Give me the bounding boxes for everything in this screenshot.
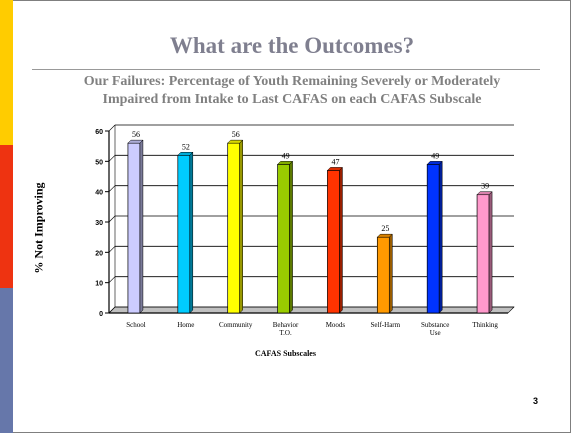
gridline-depth: [108, 306, 116, 314]
bar: [476, 194, 490, 314]
y-tick-label: 50: [95, 159, 103, 166]
y-tick-label: 60: [95, 129, 103, 136]
data-label: 56: [132, 130, 140, 139]
data-label: 52: [182, 142, 190, 151]
y-tick-label: 10: [95, 281, 103, 288]
x-tick-label: Moods: [326, 321, 346, 329]
slide-subtitle: Our Failures: Percentage of Youth Remain…: [22, 73, 562, 109]
x-axis-label: CAFAS Subscales: [255, 349, 316, 358]
subtitle-line-2: Impaired from Intake to Last CAFAS on ea…: [102, 92, 482, 107]
bar-side: [389, 233, 393, 314]
bar: [327, 170, 340, 314]
bar-side: [189, 151, 194, 314]
x-tick-label: Substance: [421, 321, 449, 329]
y-tick-label: 20: [95, 250, 103, 257]
accent-band-blue: [0, 288, 13, 433]
x-tick-label: Home: [177, 321, 194, 329]
bar: [376, 236, 390, 314]
slide-title: What are the Outcomes?: [169, 33, 415, 58]
bar: [227, 142, 241, 314]
bar: [426, 164, 440, 314]
x-tick-label: Behavior: [273, 321, 299, 329]
bar: [177, 154, 191, 314]
bar: [127, 142, 141, 314]
gridline-depth: [108, 185, 116, 192]
gridline-depth: [108, 155, 116, 162]
gridline-depth: [108, 246, 116, 253]
data-label: 49: [431, 151, 439, 160]
y-tick-label: 0: [99, 311, 103, 318]
x-tick-label: Thinking: [472, 321, 498, 329]
chart-floor: [108, 306, 515, 314]
title-divider: [32, 69, 540, 70]
data-label: 56: [232, 130, 240, 139]
bar-side: [339, 166, 343, 314]
data-label: 25: [381, 224, 389, 233]
bar-side: [438, 160, 443, 314]
gridline-depth: [108, 124, 116, 132]
subtitle-line-1: Our Failures: Percentage of Youth Remain…: [83, 74, 501, 89]
x-tick-label: School: [126, 321, 146, 329]
y-tick-label: 30: [95, 220, 103, 227]
x-tick-label: Use: [430, 329, 441, 337]
gridline-depth: [108, 215, 116, 223]
bar-side: [488, 191, 493, 314]
page-number: 3: [533, 396, 539, 406]
data-label: 49: [282, 151, 290, 160]
accent-band-red: [0, 145, 13, 288]
bar-side: [139, 139, 144, 314]
bar-side: [239, 139, 243, 314]
bar: [277, 164, 290, 314]
accent-band-yellow: [0, 0, 13, 145]
x-tick-label: Self-Harm: [371, 321, 401, 329]
data-label: 39: [481, 182, 489, 191]
x-tick-label: Community: [219, 321, 253, 329]
gridline-depth: [108, 276, 116, 283]
data-label: 47: [331, 157, 339, 166]
x-tick-label: T.O.: [279, 329, 292, 337]
bar-side: [289, 160, 293, 314]
y-axis-label: % Not Improving: [31, 182, 46, 274]
y-tick-label: 40: [95, 190, 103, 197]
